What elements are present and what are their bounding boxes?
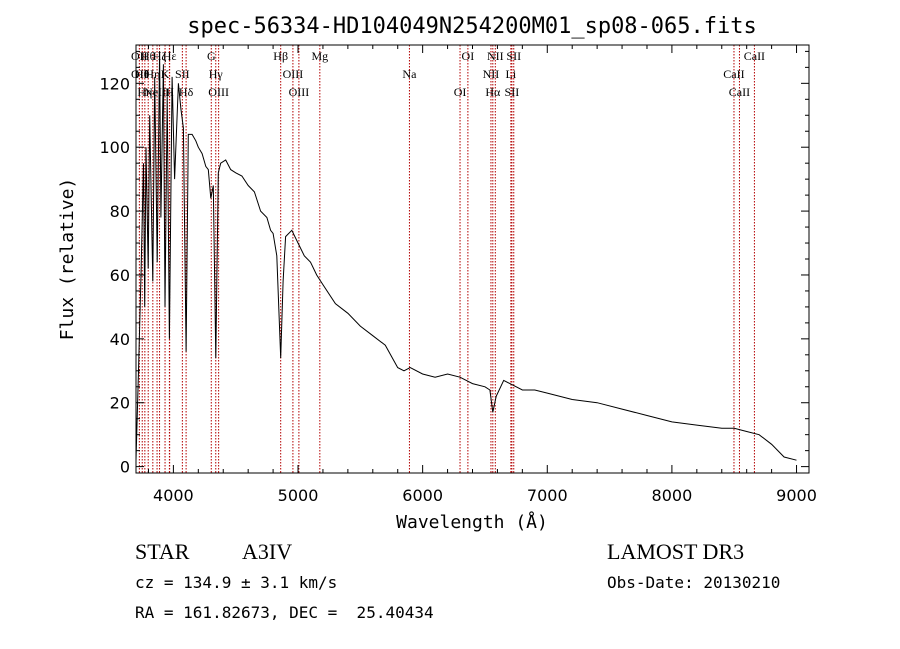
x-axis-ticks: 4000 5000 6000 7000 8000 9000 (147, 45, 817, 505)
y-axis-label: Flux (relative) (57, 178, 78, 341)
object-subclass: A3IV (242, 539, 293, 564)
line-marker-label: Na (402, 67, 417, 81)
line-marker-label: CaII (729, 85, 750, 99)
x-tick-label: 9000 (776, 486, 817, 505)
line-marker-label: NII (487, 49, 504, 63)
line-marker-label: Hθ (141, 49, 156, 63)
line-marker-label: Hε (163, 49, 177, 63)
line-marker-label: OII (131, 49, 148, 63)
x-tick-label: 4000 (153, 486, 194, 505)
redshift-cz: cz = 134.9 ± 3.1 km/s (135, 573, 338, 592)
line-marker-label: Hδ (179, 85, 194, 99)
line-marker-label: Hθ (135, 67, 150, 81)
line-marker-label: OIII (289, 85, 310, 99)
spectrum-line (135, 51, 797, 461)
chart-title: spec-56334-HD104049N254200M01_sp08-065.f… (187, 14, 757, 39)
line-marker-label: CaII (744, 49, 765, 63)
x-tick-label: 7000 (527, 486, 568, 505)
plot-frame (135, 44, 810, 474)
y-tick-label: 0 (120, 458, 130, 477)
survey-name: LAMOST DR3 (607, 539, 745, 564)
line-marker-label: Hγ (209, 67, 224, 81)
spectrum-series (135, 51, 797, 461)
line-marker-label: H (165, 85, 174, 99)
line-marker-label: G (207, 49, 216, 63)
y-tick-label: 100 (99, 138, 130, 157)
y-tick-label: 120 (99, 74, 130, 93)
line-marker-label: Hη (137, 85, 152, 99)
x-tick-label: 5000 (278, 486, 319, 505)
x-tick-label: 8000 (652, 486, 693, 505)
line-marker-label: OI (462, 49, 475, 63)
object-class: STAR (135, 539, 190, 564)
line-marker-label: SII (505, 85, 520, 99)
line-marker-label: OIII (208, 85, 229, 99)
y-tick-label: 80 (110, 202, 130, 221)
y-axis-ticks: 0 20 40 60 80 100 120 (99, 50, 809, 477)
line-marker-label: OI (454, 85, 467, 99)
y-tick-label: 40 (110, 330, 130, 349)
line-marker-label: Li (506, 67, 517, 81)
line-marker-label: OII (131, 67, 148, 81)
emission-line-labels: OIIOIIHθHηHθHηNeIIIHζKHHεSIIHδGHγOIIIHβO… (131, 49, 765, 99)
line-marker-label: NII (483, 67, 500, 81)
line-marker-label: OIII (283, 67, 304, 81)
line-marker-label: Hβ (273, 49, 288, 63)
line-marker-label: Mg (311, 49, 328, 63)
y-tick-label: 60 (110, 266, 130, 285)
line-marker-label: K (161, 67, 170, 81)
line-marker-label: SII (506, 49, 521, 63)
y-tick-label: 20 (110, 394, 130, 413)
line-marker-label: SII (175, 67, 190, 81)
line-marker-label: Hα (485, 85, 501, 99)
x-tick-label: 6000 (402, 486, 443, 505)
emission-line-markers (138, 45, 755, 473)
line-marker-label: CaII (723, 67, 744, 81)
line-marker-label: Hη (145, 67, 160, 81)
observation-date: Obs-Date: 20130210 (607, 573, 781, 592)
ra-dec: RA = 161.82673, DEC = 25.40434 (135, 603, 434, 622)
x-axis-label: Wavelength (Å) (396, 511, 548, 533)
